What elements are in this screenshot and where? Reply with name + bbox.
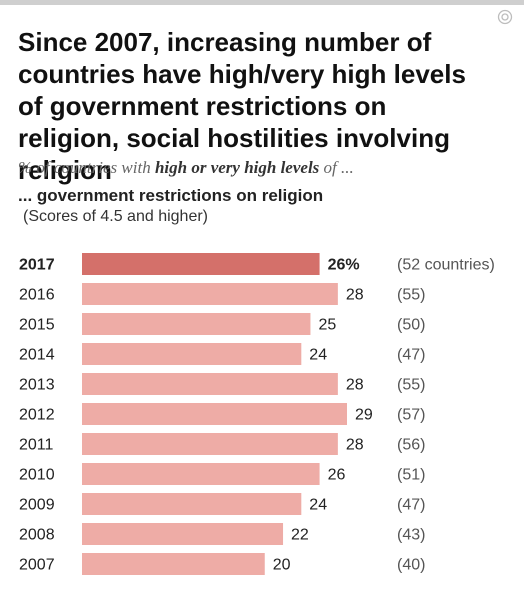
section-heading: ... government restrictions on religion: [18, 186, 324, 205]
subtitle-emphasis: high or very high levels: [154, 158, 320, 177]
bar-2011: [82, 433, 338, 455]
bar-2016: [82, 283, 338, 305]
year-label-2009: 2009: [19, 497, 55, 514]
subtitle-prefix: % of countries with: [18, 158, 155, 177]
count-label-2009: (47): [397, 497, 425, 514]
year-label-2017: 2017: [19, 257, 55, 274]
year-label-2010: 2010: [19, 467, 55, 484]
bar-2008: [82, 523, 284, 545]
value-label-2015: 25: [318, 317, 336, 334]
value-label-2016: 28: [346, 287, 364, 304]
value-label-2008: 22: [291, 527, 309, 544]
bar-2015: [82, 313, 311, 335]
year-label-2012: 2012: [19, 407, 55, 424]
bar-2012: [82, 403, 347, 425]
count-label-2010: (51): [397, 467, 425, 484]
value-label-2017: 26%: [328, 257, 360, 274]
value-label-2012: 29: [355, 407, 373, 424]
pew-logo-icon: [497, 9, 513, 25]
value-label-2011: 28: [346, 437, 364, 454]
year-label-2016: 2016: [19, 287, 55, 304]
bar-2014: [82, 343, 302, 365]
year-label-2015: 2015: [19, 317, 55, 334]
count-label-2008: (43): [397, 527, 425, 544]
value-label-2010: 26: [328, 467, 346, 484]
section-note: (Scores of 4.5 and higher): [23, 208, 208, 225]
value-label-2007: 20: [273, 557, 291, 574]
year-label-2013: 2013: [19, 377, 55, 394]
count-label-2012: (57): [397, 407, 425, 424]
count-label-2016: (55): [397, 287, 425, 304]
year-label-2014: 2014: [19, 347, 55, 364]
value-label-2013: 28: [346, 377, 364, 394]
top-rule: [0, 0, 524, 5]
subtitle-suffix: of ...: [319, 158, 354, 177]
count-label-2014: (47): [397, 347, 425, 364]
chart-subtitle: % of countries with high or very high le…: [18, 158, 508, 178]
bar-2010: [82, 463, 320, 485]
chart-title: Since 2007, increasing number of countri…: [18, 27, 466, 185]
count-label-2011: (56): [397, 437, 425, 454]
bar-2013: [82, 373, 338, 395]
year-label-2011: 2011: [19, 437, 54, 454]
year-label-2008: 2008: [19, 527, 55, 544]
bar-2009: [82, 493, 302, 515]
value-label-2009: 24: [309, 497, 327, 514]
bar-2017: [82, 253, 320, 275]
count-label-2017: (52 countries): [397, 257, 495, 274]
bar-2007: [82, 553, 265, 575]
value-label-2014: 24: [309, 347, 327, 364]
count-label-2015: (50): [397, 317, 425, 334]
count-label-2007: (40): [397, 557, 425, 574]
bar-chart: 2017 26% (52 countries) 2016 28 (55) 2015 25 (50…: [19, 253, 495, 575]
year-label-2007: 2007: [19, 557, 55, 574]
count-label-2013: (55): [397, 377, 425, 394]
